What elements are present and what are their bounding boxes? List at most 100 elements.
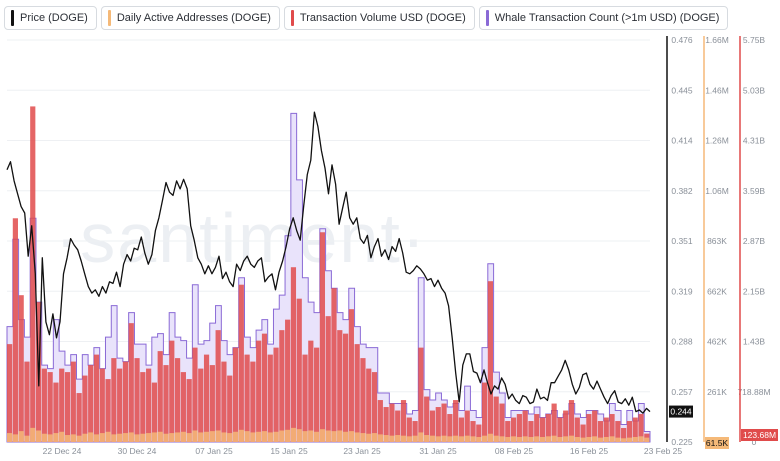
volume-bar — [7, 344, 13, 442]
active-address-bar — [435, 436, 441, 442]
x-axis-tick: 22 Dec 24 — [43, 446, 82, 456]
active-address-bar — [232, 431, 239, 442]
x-axis-tick: 31 Jan 25 — [419, 446, 457, 456]
volume-bar — [493, 396, 499, 442]
addresses-current-value: 61.5K — [706, 438, 729, 448]
volume-bar — [412, 421, 418, 442]
volume-bar — [111, 358, 117, 442]
active-address-bar — [383, 435, 389, 442]
volume-bar — [24, 361, 30, 442]
legend-item-active-addresses[interactable]: Daily Active Addresses (DOGE) — [100, 6, 280, 30]
price-current-value: 0.244 — [670, 407, 692, 417]
volume-axis-tick: 5.75B — [743, 35, 766, 45]
volume-bar — [256, 340, 262, 442]
legend-label-price: Price (DOGE) — [20, 12, 88, 24]
volume-bar — [348, 309, 354, 442]
legend-item-tx-volume[interactable]: Transaction Volume USD (DOGE) — [283, 6, 475, 30]
active-address-bar — [406, 436, 412, 442]
volume-bar — [134, 358, 140, 442]
addresses-axis-tick: 1.46M — [705, 85, 729, 95]
volume-bar — [360, 358, 366, 442]
volume-bar — [128, 323, 134, 442]
active-address-bar — [644, 437, 650, 442]
active-address-bar — [308, 430, 314, 442]
addresses-axis-tick: 462K — [707, 337, 727, 347]
active-address-bar — [476, 436, 482, 442]
volume-axis-tick: 1.43B — [743, 337, 766, 347]
volume-bar — [215, 330, 221, 442]
active-address-bar — [429, 435, 436, 442]
volume-bar — [174, 358, 181, 442]
active-address-bar — [470, 436, 476, 442]
volume-bar — [30, 106, 36, 442]
active-address-bar — [41, 433, 47, 442]
active-address-bar — [458, 436, 465, 442]
volume-bar — [93, 354, 100, 442]
legend-item-price[interactable]: Price (DOGE) — [4, 6, 97, 30]
active-address-bar — [395, 435, 401, 442]
volume-bar — [325, 316, 331, 442]
x-axis-tick: 16 Feb 25 — [570, 446, 609, 456]
volume-bar — [389, 403, 395, 442]
volume-bar — [516, 414, 522, 442]
addresses-axis-tick: 1.66M — [705, 35, 729, 45]
active-address-bar — [366, 433, 372, 442]
active-address-bar — [59, 431, 65, 442]
active-address-bar — [603, 436, 609, 442]
volume-bar — [238, 284, 244, 442]
volume-bar — [424, 396, 430, 442]
x-axis-tick: 15 Jan 25 — [270, 446, 308, 456]
volume-bar — [592, 410, 598, 442]
volume-bar — [314, 347, 320, 442]
volume-bar — [545, 414, 551, 442]
addresses-axis-tick: 662K — [707, 286, 727, 296]
legend-label-active-addresses: Daily Active Addresses (DOGE) — [116, 12, 271, 24]
volume-bar — [406, 417, 412, 442]
volume-bar — [88, 365, 94, 442]
active-address-bar — [105, 431, 111, 442]
active-address-bar — [424, 435, 430, 442]
active-address-bar — [169, 433, 175, 442]
volume-bar — [632, 417, 638, 442]
volume-bar — [429, 410, 436, 442]
active-address-bar — [441, 435, 447, 442]
active-address-bar — [250, 432, 256, 442]
active-address-bar — [371, 433, 378, 442]
active-address-bar — [302, 431, 308, 442]
price-current-badge — [669, 405, 693, 418]
addresses-current-badge — [705, 437, 729, 449]
volume-bar — [337, 330, 343, 442]
volume-bar — [198, 368, 204, 442]
x-axis-tick: 08 Feb 25 — [495, 446, 534, 456]
volume-bar — [41, 368, 47, 442]
volume-axis-tick: 2.15B — [743, 286, 766, 296]
volume-bar — [522, 410, 528, 442]
active-address-bar — [360, 433, 366, 442]
legend-item-whale-count[interactable]: Whale Transaction Count (>1m USD) (DOGE) — [478, 6, 729, 30]
price-axis-tick: 0.257 — [671, 387, 693, 397]
volume-bar — [279, 330, 285, 442]
volume-bar — [99, 368, 105, 442]
x-axis-tick: 07 Jan 25 — [195, 446, 233, 456]
volume-bar — [296, 298, 302, 442]
volume-bars-layer — [7, 106, 650, 442]
addresses-axis-tick: 1.26M — [705, 136, 729, 146]
volume-bar — [609, 414, 615, 442]
active-address-bar — [238, 429, 244, 442]
active-address-bar — [539, 436, 546, 442]
active-address-bar — [285, 429, 291, 442]
price-swatch — [11, 10, 14, 26]
volume-bar — [342, 333, 349, 442]
addresses-axis-tick: 261K — [707, 387, 727, 397]
volume-bar — [476, 424, 482, 442]
volume-bar — [105, 379, 111, 442]
active-address-bar — [296, 429, 302, 442]
active-address-bar — [621, 438, 627, 442]
active-address-bar — [163, 433, 169, 442]
active-address-bar — [122, 433, 129, 442]
volume-bar — [383, 407, 389, 442]
active-address-bar — [192, 430, 198, 442]
active-address-bar — [12, 434, 18, 442]
volume-bar — [453, 400, 459, 442]
active-address-bar — [331, 431, 337, 442]
